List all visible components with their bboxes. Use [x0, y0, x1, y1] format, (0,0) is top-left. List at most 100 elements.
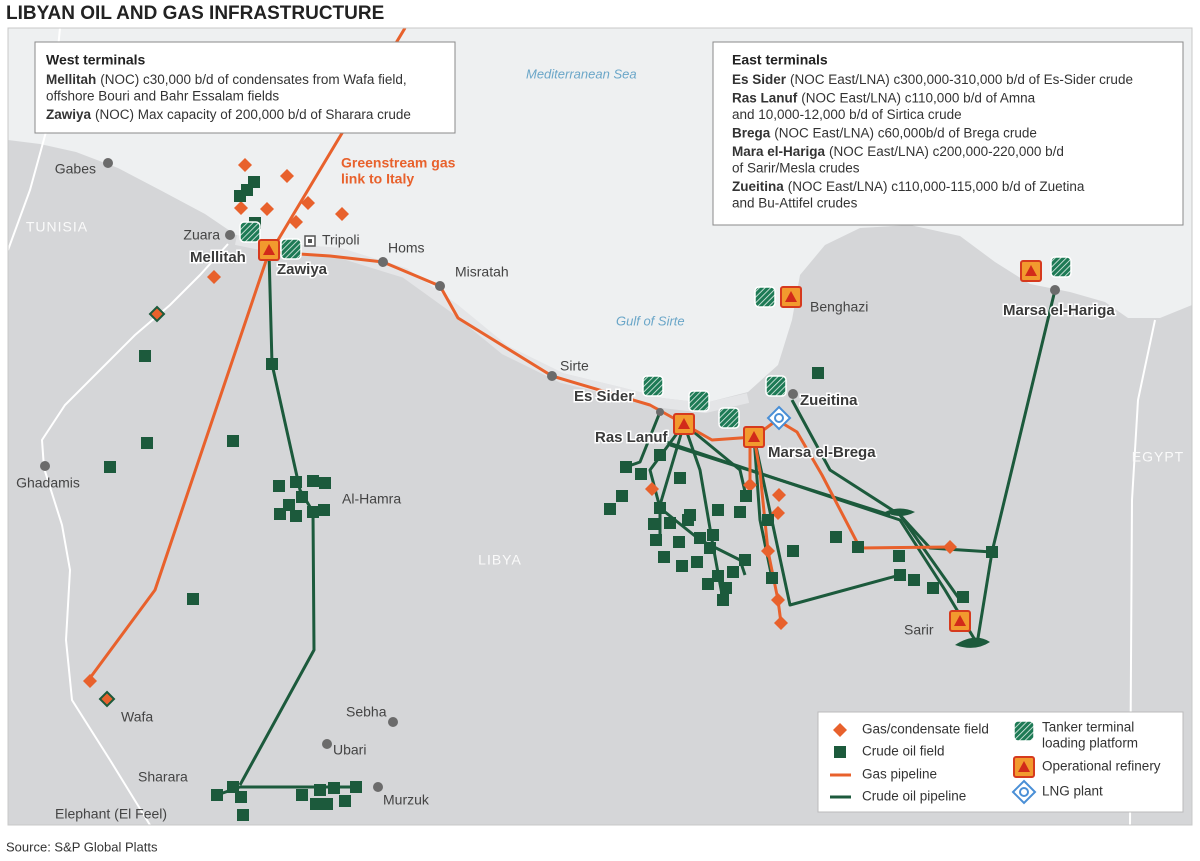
title: LIBYAN OIL AND GAS INFRASTRUCTURE	[6, 3, 384, 24]
crude-field	[712, 570, 724, 582]
refinery-icon	[785, 291, 797, 302]
entry-text: (NOC East/LNA) c110,000-115,000 b/d of Z…	[788, 179, 1085, 194]
terminal-label: Marsa el-Hariga	[1003, 302, 1115, 319]
map-frame	[7, 27, 1193, 826]
crude-field	[957, 591, 969, 603]
gas-field	[645, 482, 659, 496]
legend: Gas/condensate field Crude oil field Gas p…	[830, 720, 1161, 805]
crude-field	[274, 508, 286, 520]
crude-field	[227, 781, 239, 793]
gas-field	[260, 202, 274, 216]
gas-field	[301, 196, 315, 210]
crude-field	[894, 569, 906, 581]
place-label: Sharara	[138, 769, 188, 785]
crude-field	[616, 490, 628, 502]
crude-field	[310, 798, 322, 810]
gas-field	[761, 544, 775, 558]
crude-field	[266, 358, 278, 370]
place-label: Sebha	[346, 704, 387, 720]
gas-field	[1011, 779, 1037, 805]
entry-name: Es Sider	[732, 72, 787, 87]
crude-field	[290, 510, 302, 522]
crude-field	[339, 795, 351, 807]
terminal	[239, 221, 261, 243]
entry-line: and 10,000-12,000 b/d of Sirtica crude	[732, 107, 962, 122]
city-dot	[373, 782, 383, 792]
crude-field	[727, 566, 739, 578]
crude-field	[707, 529, 719, 541]
crude-field	[187, 593, 199, 605]
crude-field	[766, 572, 778, 584]
crude-field	[762, 514, 774, 526]
crude-field	[717, 594, 729, 606]
terminal	[688, 390, 710, 412]
place-label: Al-Hamra	[342, 491, 401, 507]
crude-field	[234, 190, 246, 202]
terminal-label: Marsa el-Brega	[768, 444, 876, 461]
crude-field	[673, 536, 685, 548]
place-label: Misratah	[455, 264, 509, 280]
city-dot	[378, 257, 388, 267]
crude-field	[635, 468, 647, 480]
crude-field	[812, 367, 824, 379]
gas-field	[148, 305, 166, 323]
gas-field	[766, 405, 792, 431]
lng-icon	[774, 413, 784, 423]
crude-field	[307, 475, 319, 487]
crude-field	[648, 518, 660, 530]
place-label: Tripoli	[322, 232, 360, 248]
info-boxes: West terminals Mellitah (NOC) c30,000 b/d …	[46, 52, 1133, 210]
entry-text: (NOC East/LNA) c60,000b/d of Brega crude	[774, 125, 1037, 140]
country-label: EGYPT	[1132, 449, 1184, 465]
crude-field	[321, 798, 333, 810]
legend-label: Gas/condensate field	[862, 722, 989, 737]
gas-field	[335, 207, 349, 221]
place-label: Sarir	[904, 622, 934, 638]
facilities	[83, 158, 1072, 821]
crude-field	[318, 504, 330, 516]
west-box	[34, 41, 456, 134]
country-label: LIBYA	[478, 552, 522, 568]
refinery-icon	[1018, 761, 1030, 772]
crude-field	[227, 435, 239, 447]
crude-field	[654, 502, 666, 514]
terminal-label: Zueitina	[800, 392, 858, 409]
gas-field	[771, 593, 785, 607]
crude-field	[676, 560, 688, 572]
place-label: Wafa	[121, 709, 153, 725]
crude-field	[927, 582, 939, 594]
entry-text: offshore Bouri and Bahr Essalam fields	[46, 88, 279, 103]
legend-box	[817, 711, 1184, 813]
crude-field	[893, 550, 905, 562]
legend-label: Crude oil field	[862, 744, 945, 759]
place-label: Ubari	[333, 742, 366, 758]
terminal-label: Zawiya	[277, 261, 328, 278]
pipeline	[752, 436, 901, 607]
terminal	[1050, 256, 1072, 278]
crude-field	[328, 782, 340, 794]
place-label: Murzuk	[383, 792, 430, 808]
pipeline	[752, 436, 774, 579]
legend-label: LNG plant	[1042, 784, 1103, 799]
entry-name: Brega	[732, 125, 771, 140]
refinery-icon	[1025, 265, 1037, 276]
crude-field	[674, 472, 686, 484]
entry-line: Mara el-Hariga (NOC East/LNA) c200,000-22…	[732, 144, 1064, 159]
gas-field	[289, 215, 303, 229]
crude-field	[720, 582, 732, 594]
entry-name: Zawiya	[46, 107, 92, 122]
crude-field	[211, 789, 223, 801]
crude-field	[694, 532, 706, 544]
gas-field	[774, 616, 788, 630]
city-dot	[388, 717, 398, 727]
crude-field	[104, 461, 116, 473]
gas-field	[280, 169, 294, 183]
crude-field	[290, 476, 302, 488]
refinery-icon	[263, 244, 275, 255]
city-dot	[1050, 285, 1060, 295]
crude-field	[604, 503, 616, 515]
place-label: Homs	[388, 240, 425, 256]
crude-field	[658, 551, 670, 563]
terminal	[718, 407, 740, 429]
entry-line: Ras Lanuf (NOC East/LNA) c110,000 b/d of …	[732, 90, 1036, 105]
